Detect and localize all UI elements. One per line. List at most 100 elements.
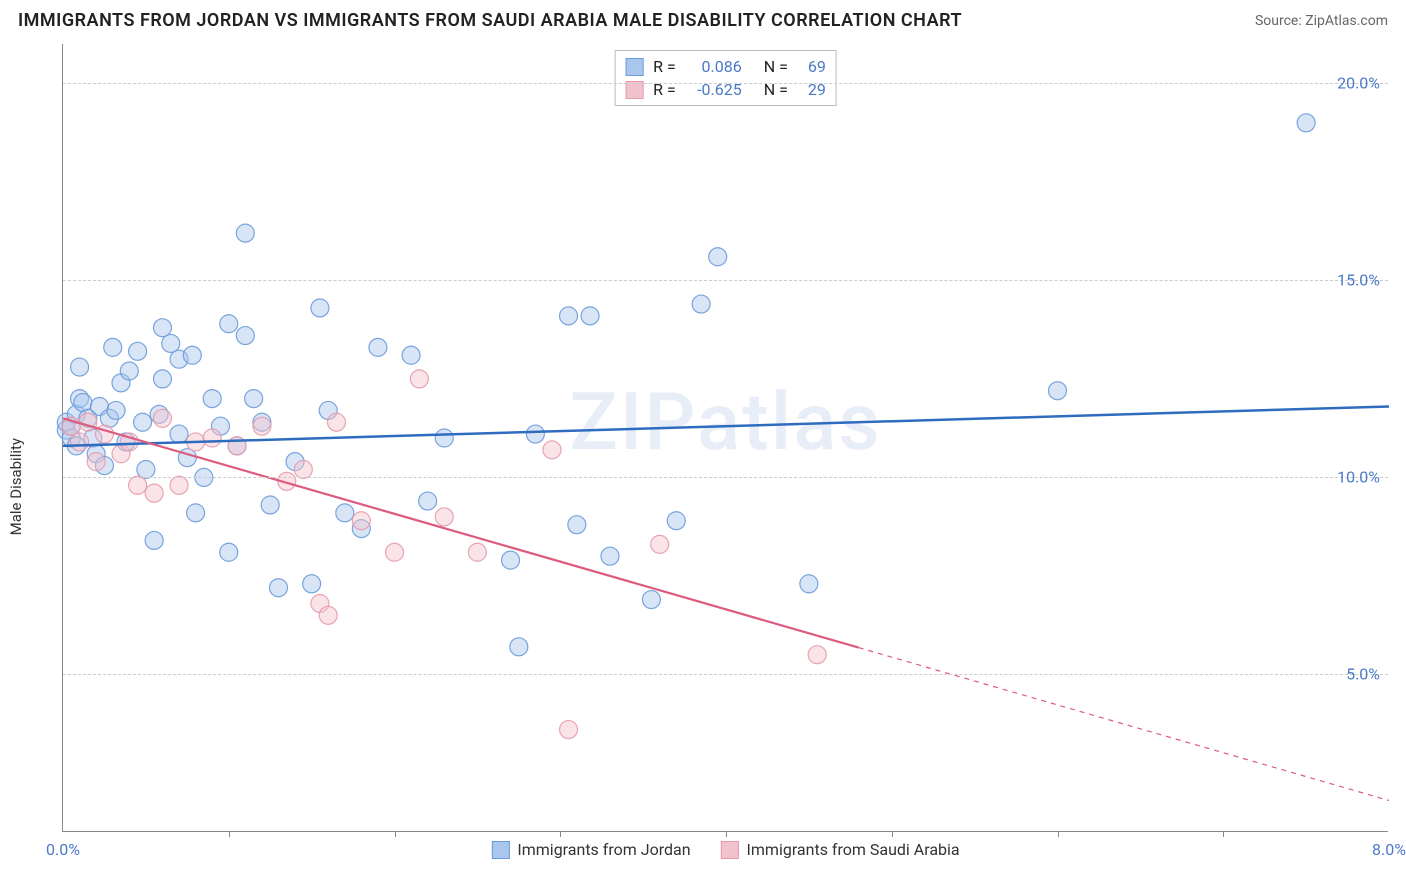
data-point (651, 535, 669, 553)
data-point (203, 429, 221, 447)
plot-area: ZIPatlas R =0.086N =69R =-0.625N =29 Imm… (62, 44, 1388, 832)
data-point (120, 362, 138, 380)
scatter-svg (63, 44, 1388, 831)
data-point (129, 342, 147, 360)
legend-item: Immigrants from Saudi Arabia (721, 840, 960, 859)
data-point (808, 646, 826, 664)
stat-r-label: R = (653, 57, 676, 76)
data-point (543, 441, 561, 459)
data-point (510, 638, 528, 656)
x-tick (1223, 831, 1224, 837)
data-point (79, 413, 97, 431)
data-point (1297, 114, 1315, 132)
legend-item: Immigrants from Jordan (491, 840, 690, 859)
stats-row: R =-0.625N =29 (625, 78, 826, 101)
stat-r-value: 0.086 (682, 57, 742, 76)
data-point (410, 370, 428, 388)
data-point (87, 453, 105, 471)
data-point (245, 390, 263, 408)
data-point (568, 516, 586, 534)
y-axis-label: Male Disability (7, 438, 25, 535)
data-point (560, 307, 578, 325)
data-point (145, 484, 163, 502)
data-point (261, 496, 279, 514)
chart-source: Source: ZipAtlas.com (1255, 13, 1388, 29)
data-point (183, 346, 201, 364)
data-point (170, 476, 188, 494)
y-tick-label: 15.0% (1337, 271, 1380, 290)
gridline (63, 477, 1388, 478)
data-point (642, 591, 660, 609)
series-legend: Immigrants from Jordan Immigrants from Sa… (491, 840, 959, 859)
data-point (107, 401, 125, 419)
y-tick-label: 5.0% (1346, 665, 1380, 684)
data-point (402, 346, 420, 364)
y-tick-label: 10.0% (1337, 468, 1380, 487)
chart-title: IMMIGRANTS FROM JORDAN VS IMMIGRANTS FRO… (18, 10, 962, 31)
stats-row: R = 0.086 N = 69 (625, 55, 826, 78)
x-tick (1058, 831, 1059, 837)
data-point (369, 338, 387, 356)
series-swatch (721, 841, 739, 859)
data-point (319, 606, 337, 624)
data-point (294, 461, 312, 479)
data-point (129, 476, 147, 494)
data-point (581, 307, 599, 325)
data-point (134, 413, 152, 431)
x-tick (229, 831, 230, 837)
data-point (327, 413, 345, 431)
data-point (145, 531, 163, 549)
data-point (71, 358, 89, 376)
data-point (667, 512, 685, 530)
data-point (336, 504, 354, 522)
data-point (468, 543, 486, 561)
stat-n-label: N = (764, 57, 788, 76)
gridline (63, 83, 1388, 84)
data-point (560, 721, 578, 739)
data-point (386, 543, 404, 561)
x-tick (560, 831, 561, 837)
data-point (253, 417, 271, 435)
x-tick (726, 831, 727, 837)
data-point (153, 409, 171, 427)
data-point (311, 299, 329, 317)
data-point (220, 315, 238, 333)
data-point (170, 425, 188, 443)
stats-legend-box: R = 0.086 N = 69 R =-0.625N =29 (614, 50, 837, 106)
data-point (1049, 382, 1067, 400)
trend-line-extrapolated (859, 648, 1389, 801)
y-tick-label: 20.0% (1337, 74, 1380, 93)
series-swatch (491, 841, 509, 859)
data-point (435, 429, 453, 447)
x-tick-label: 0.0% (46, 840, 80, 859)
legend-label: Immigrants from Jordan (517, 840, 690, 859)
stat-n-value: 69 (794, 57, 826, 76)
gridline (63, 280, 1388, 281)
data-point (269, 579, 287, 597)
data-point (526, 425, 544, 443)
data-point (137, 461, 155, 479)
chart-header: IMMIGRANTS FROM JORDAN VS IMMIGRANTS FRO… (0, 0, 1406, 39)
chart-container: Male Disability ZIPatlas R =0.086N =69R … (18, 44, 1388, 832)
series-swatch (625, 58, 643, 76)
data-point (800, 575, 818, 593)
data-point (220, 543, 238, 561)
trend-line (63, 418, 859, 647)
data-point (692, 295, 710, 313)
data-point (187, 504, 205, 522)
data-point (236, 327, 254, 345)
data-point (153, 370, 171, 388)
data-point (203, 390, 221, 408)
data-point (709, 248, 727, 266)
data-point (71, 433, 89, 451)
x-tick-label: 8.0% (1372, 840, 1406, 859)
data-point (162, 334, 180, 352)
data-point (104, 338, 122, 356)
legend-label: Immigrants from Saudi Arabia (747, 840, 960, 859)
gridline (63, 674, 1388, 675)
data-point (601, 547, 619, 565)
data-point (502, 551, 520, 569)
data-point (303, 575, 321, 593)
data-point (153, 319, 171, 337)
x-tick (395, 831, 396, 837)
